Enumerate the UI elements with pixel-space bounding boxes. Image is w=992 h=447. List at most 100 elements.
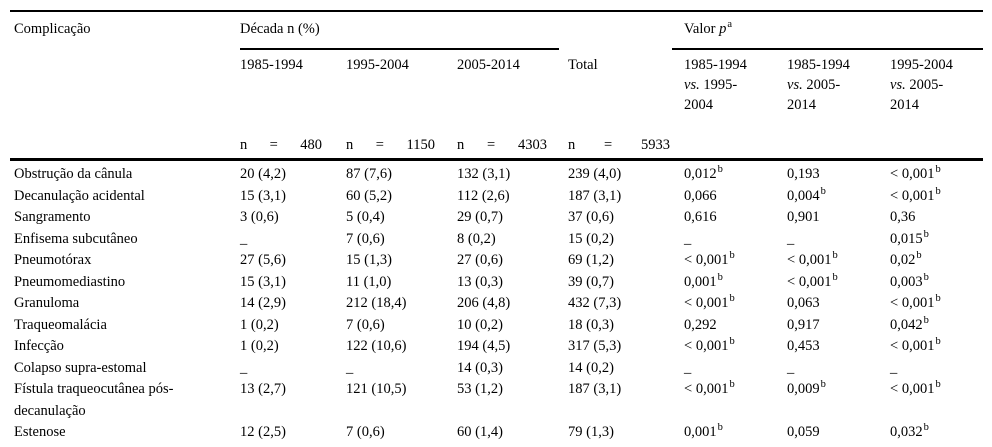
pvalue-cell: _ <box>787 358 890 380</box>
count-cell: 14 (0,2) <box>568 359 614 376</box>
pvalue-text: 0,193 <box>787 166 820 182</box>
pvalue-text: 0,066 <box>684 187 717 204</box>
count-cell: 112 (2,6) <box>457 187 510 204</box>
count-cell: 187 (3,1) <box>568 381 622 397</box>
pvalue-cell: < 0,001b <box>684 250 787 272</box>
pvalue-text: < 0,001 <box>684 338 729 354</box>
footnote-marker-b: b <box>935 379 941 390</box>
column-group-pvalue: Valor pa <box>672 11 984 50</box>
count-cell: 13 (0,3) <box>457 273 503 290</box>
count-cell: 317 (5,3) <box>568 338 622 354</box>
column-header-decade-2: 1995-2004 <box>346 57 409 73</box>
table-row: Obstrução da cânula 20 (4,2) 87 (7,6) 132 (… <box>10 160 983 186</box>
footnote-marker-b: b <box>729 379 735 390</box>
pvalue-cell: 0,001b <box>684 422 787 447</box>
pvalue-text: 0,012 <box>684 166 717 182</box>
column-header-decade-3: 2005-2014 <box>457 57 520 73</box>
footnote-marker-b: b <box>935 185 941 197</box>
pvalue-text: 0,004 <box>787 187 820 204</box>
pvalue-cell: 0,36 <box>890 207 983 229</box>
table-body: Obstrução da cânula 20 (4,2) 87 (7,6) 132 (… <box>10 160 983 447</box>
pvalue-cell: 0,066 <box>684 186 787 208</box>
count-cell: 212 (18,4) <box>346 295 407 311</box>
count-cell: 39 (0,7) <box>568 273 614 290</box>
count-cell: 27 (0,6) <box>457 252 503 268</box>
count-cell: 79 (1,3) <box>568 424 614 440</box>
pvalue-cell: 0,02b <box>890 250 983 272</box>
count-cell: 187 (3,1) <box>568 187 622 204</box>
pvalue-cell: < 0,001b <box>890 293 983 315</box>
pvalue-text: < 0,001 <box>684 381 729 397</box>
count-cell: 53 (1,2) <box>457 381 503 397</box>
count-cell: 8 (0,2) <box>457 230 496 247</box>
vs-label: vs. <box>787 77 803 93</box>
column-header-pvalue-2: 1985-1994 vs. 2005- 2014 <box>787 57 850 113</box>
vs-label: vs. <box>890 77 906 93</box>
pvalue-text: _ <box>787 359 795 376</box>
complication-label: Enfisema subcutâneo <box>14 230 138 247</box>
pvalue-cell: _ <box>684 229 787 251</box>
column-header-pvalue-3: 1995-2004 vs. 2005- 2014 <box>890 57 953 113</box>
count-cell: 239 (4,0) <box>568 166 622 182</box>
count-cell: 60 (1,4) <box>457 424 503 440</box>
pvalue-text: _ <box>787 230 795 247</box>
table-row: Granuloma 14 (2,9) 212 (18,4) 206 (4,8) 432 … <box>10 293 983 315</box>
pvalue-cell: 0,015b <box>890 229 983 251</box>
sample-size-total: n = 5933 <box>568 130 685 161</box>
pvalue-text: 0,059 <box>787 424 820 440</box>
count-cell: 20 (4,2) <box>240 166 286 182</box>
pvalue-text: 0,003 <box>890 273 923 290</box>
footnote-marker-b: b <box>729 293 735 304</box>
table-row: Infecção 1 (0,2) 122 (10,6) 194 (4,5) 317 (5… <box>10 336 983 358</box>
pvalue-text: < 0,001 <box>684 295 729 311</box>
pvalue-cell: < 0,001b <box>684 293 787 315</box>
count-cell: 132 (3,1) <box>457 166 511 182</box>
pvalue-text: < 0,001 <box>787 252 832 268</box>
count-cell: 15 (3,1) <box>240 273 286 290</box>
vs-label: vs. <box>684 77 700 93</box>
footnote-marker-b: b <box>820 379 826 390</box>
pvalue-cell: 0,059 <box>787 422 890 447</box>
count-cell: 10 (0,2) <box>457 316 503 333</box>
table-row: Pneumotórax 27 (5,6) 15 (1,3) 27 (0,6) 69 (1… <box>10 250 983 272</box>
table-header: Complicação Década n (%) Valor pa 1985-1… <box>10 11 984 161</box>
count-cell: 11 (1,0) <box>346 273 392 290</box>
header-spacer <box>890 130 984 161</box>
footnote-marker-b: b <box>820 185 826 197</box>
column-group-decade: Década n (%) <box>240 11 568 50</box>
header-spacer <box>787 130 891 161</box>
count-cell: 1 (0,2) <box>240 316 279 333</box>
count-cell: 432 (7,3) <box>568 295 622 311</box>
count-cell: 13 (2,7) <box>240 381 286 397</box>
pvalue-cell: 0,042b <box>890 315 983 337</box>
table-row: Sangramento 3 (0,6) 5 (0,4) 29 (0,7) 37 (0,6… <box>10 207 983 229</box>
pvalue-cell: 0,917 <box>787 315 890 337</box>
pvalue-text: 0,36 <box>890 209 916 225</box>
count-cell: 14 (0,3) <box>457 359 503 376</box>
pvalue-cell: < 0,001b <box>890 160 983 186</box>
count-cell: 14 (2,9) <box>240 295 286 311</box>
complication-label: Pneumotórax <box>14 252 92 268</box>
pvalue-cell: < 0,001b <box>787 250 890 272</box>
pvalue-cell: < 0,001b <box>890 336 983 358</box>
table-row: Estenose 12 (2,5) 7 (0,6) 60 (1,4) 79 (1,3) 0… <box>10 422 983 447</box>
pvalue-text: _ <box>890 359 898 376</box>
count-cell: 15 (3,1) <box>240 187 286 204</box>
complication-label: Estenose <box>14 424 66 440</box>
pvalue-group-underline <box>672 48 984 50</box>
pvalue-text: 0,032 <box>890 424 923 440</box>
complication-label: Pneumomediastino <box>14 273 126 290</box>
footnote-marker-b: b <box>717 164 723 175</box>
pvalue-cell: _ <box>890 358 983 380</box>
pvalue-cell: 0,004b <box>787 186 890 208</box>
header-spacer-total <box>568 11 684 50</box>
pvalue-text: 0,917 <box>787 316 820 333</box>
pvalue-cell: 0,001b <box>684 272 787 294</box>
count-cell: 15 (0,2) <box>568 230 614 247</box>
pvalue-text: 0,042 <box>890 316 923 333</box>
decade-group-underline <box>240 48 560 50</box>
pvalue-text: < 0,001 <box>890 338 935 354</box>
table-row: Decanulação acidental 15 (3,1) 60 (5,2) 112… <box>10 186 983 208</box>
pvalue-text: 0,453 <box>787 338 820 354</box>
header-spacer <box>10 50 240 130</box>
